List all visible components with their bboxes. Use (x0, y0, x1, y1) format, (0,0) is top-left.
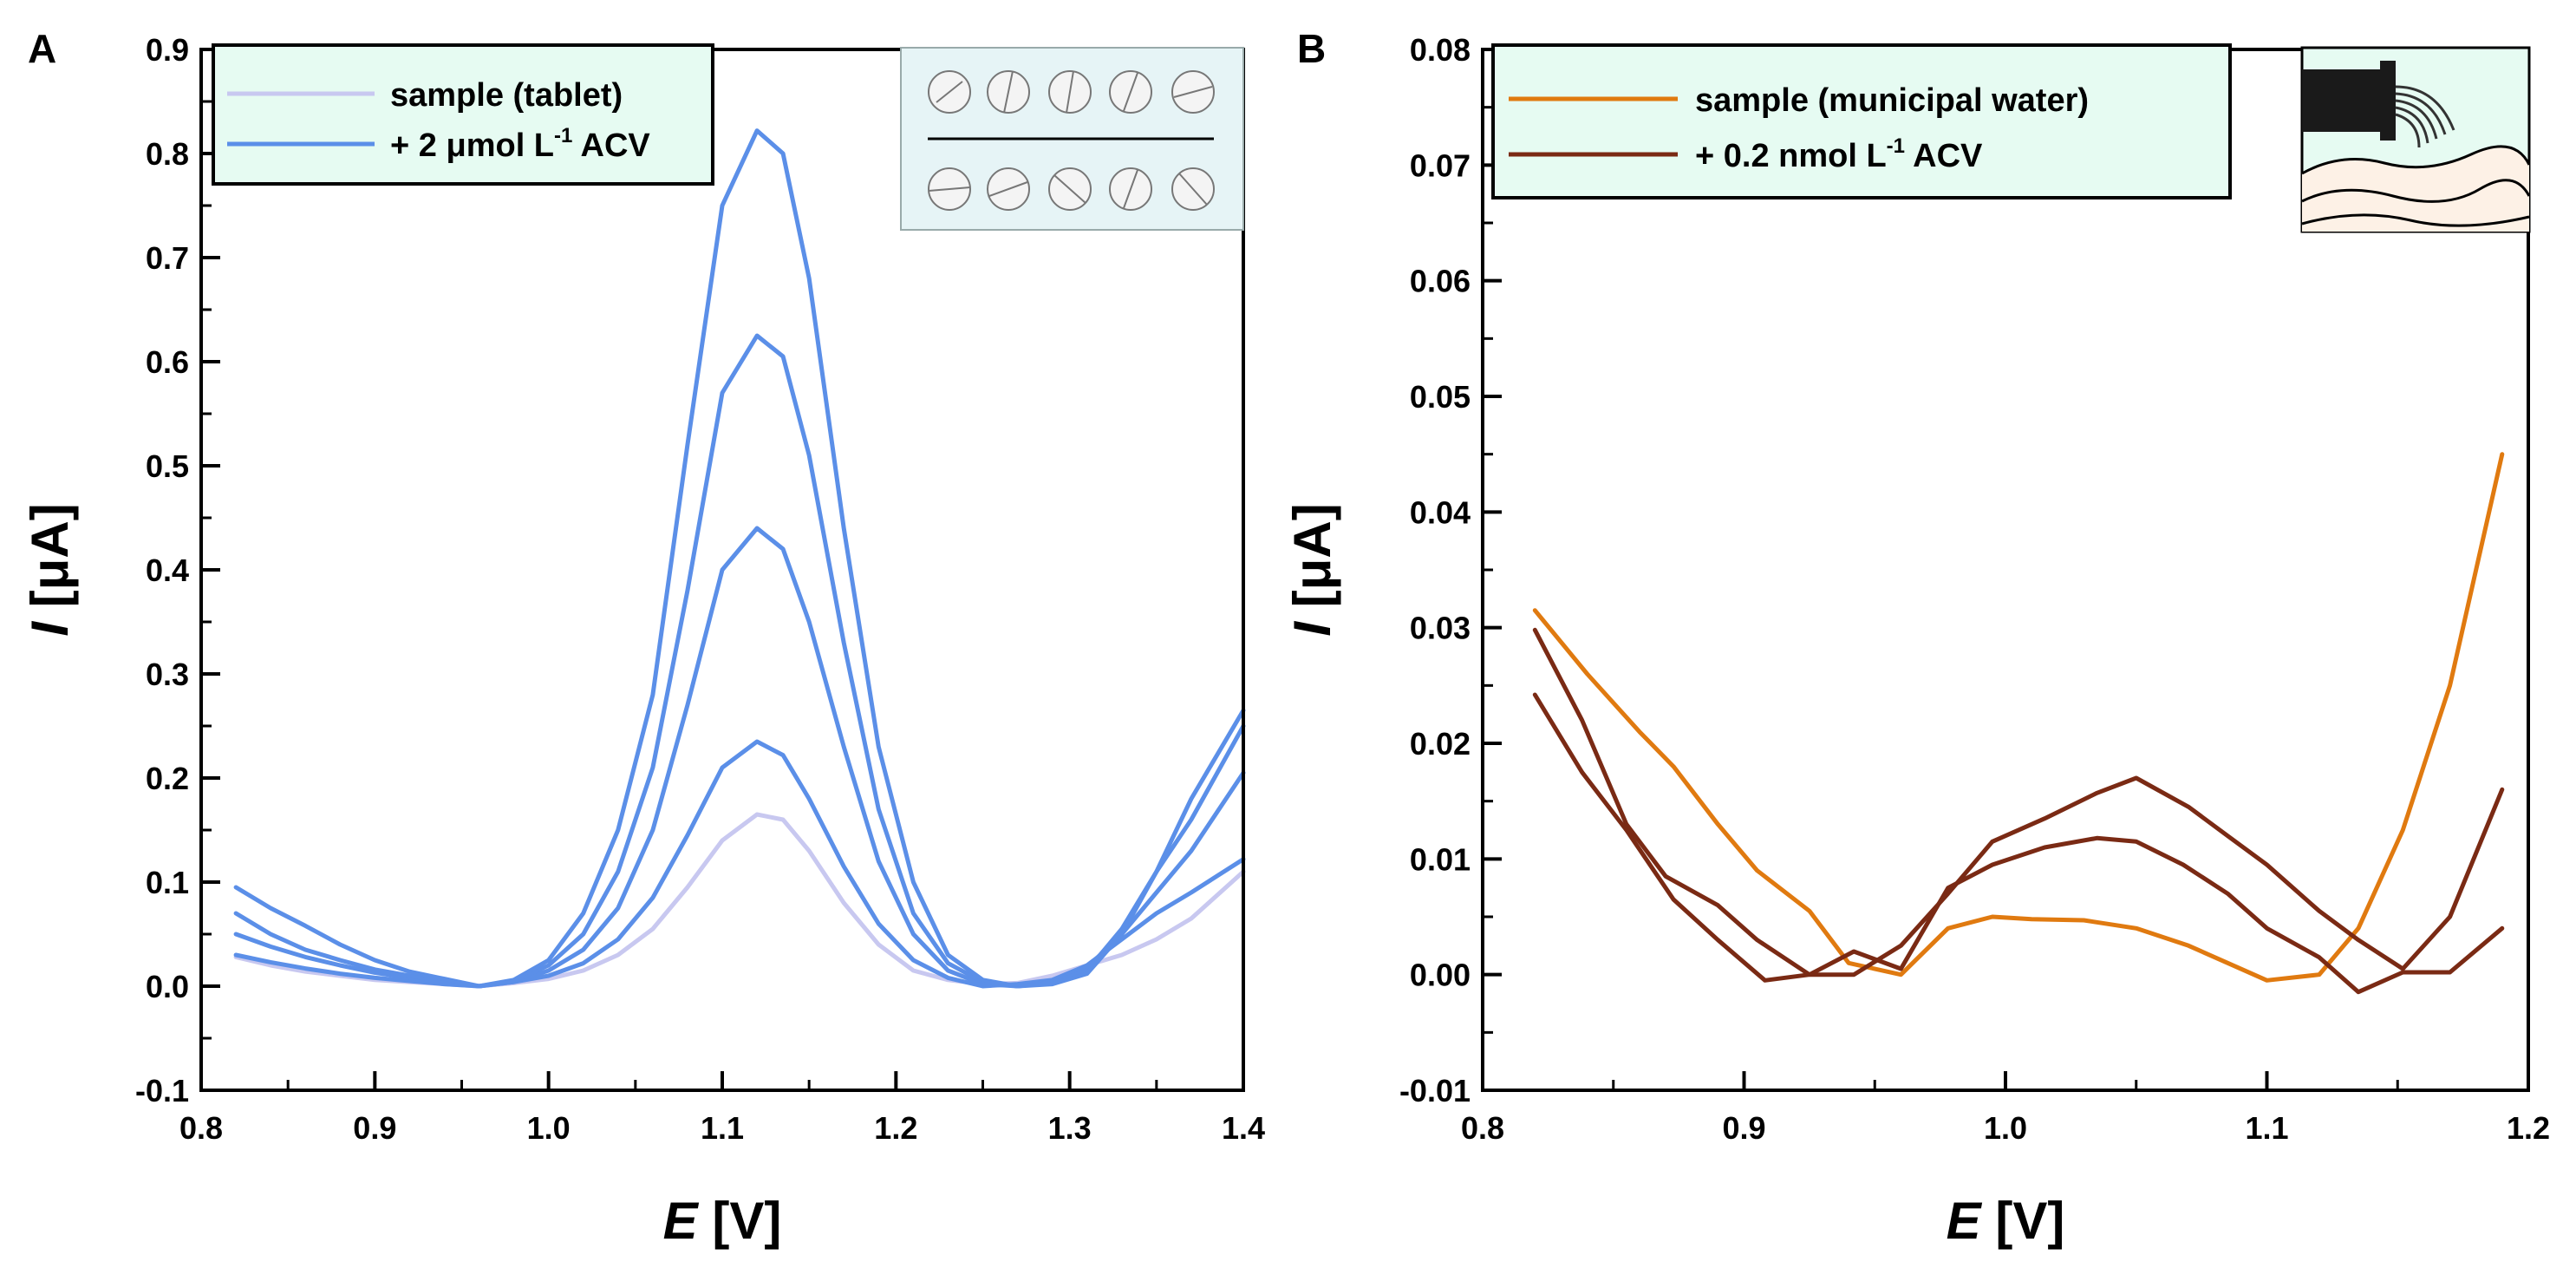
panel-b-x-axis-var: E (1947, 1192, 1983, 1250)
b-x-tick-label: 0.8 (1461, 1110, 1504, 1146)
panel-a-y-axis-title: I [μA] (21, 503, 79, 636)
a-x-tick-label: 1.0 (527, 1110, 571, 1146)
panel-a-y-axis-unit: [μA] (21, 503, 79, 607)
panel-a-y-axis-var: I (21, 621, 79, 637)
a-y-tick-label: 0.3 (146, 657, 189, 692)
panel-a-legend-box (212, 43, 714, 186)
b-y-tick-label: 0.03 (1410, 611, 1471, 646)
a-series-line-4 (233, 128, 1246, 989)
a-y-tick-label: 0.4 (146, 552, 189, 588)
tablets-icon (900, 47, 1244, 231)
a-x-tick-label: 1.4 (1222, 1110, 1265, 1146)
a-x-tick-label: 1.2 (874, 1110, 917, 1146)
panel-b-x-axis-title: E [V] (1947, 1192, 2065, 1250)
a-y-tick-label: 0.8 (146, 136, 189, 172)
b-x-tick-label: 0.9 (1722, 1110, 1765, 1146)
b-y-tick-label: 0.05 (1410, 379, 1471, 415)
a-x-tick-label: 0.9 (353, 1110, 396, 1146)
a-y-tick-label: -0.1 (135, 1073, 189, 1108)
panel-a-series (233, 128, 1246, 989)
a-y-tick-label: 0.6 (146, 344, 189, 380)
panel-b-legend-label-sample: sample (municipal water) (1695, 82, 2089, 119)
a-x-tick-label: 1.1 (701, 1110, 744, 1146)
panel-a-legend-acv-prefix: + 2 μmol L (390, 128, 554, 164)
b-y-tick-label: 0.06 (1410, 264, 1471, 299)
b-y-tick-label: 0.01 (1410, 841, 1471, 877)
b-x-tick-label: 1.1 (2245, 1110, 2288, 1146)
panel-b-y-axis-title: I [μA] (1283, 503, 1341, 636)
b-y-tick-label: 0.07 (1410, 147, 1471, 183)
panel-b-x-tick-labels: 0.8 0.9 1.0 1.1 1.2 (1461, 1110, 2550, 1146)
b-x-tick-label: 1.2 (2507, 1110, 2550, 1146)
panel-b-letter: B (1297, 26, 1326, 71)
a-y-tick-label: 0.7 (146, 240, 189, 276)
b-x-tick-label: 1.0 (1984, 1110, 2027, 1146)
a-x-tick-label: 0.8 (179, 1110, 223, 1146)
panel-a-letter: A (28, 26, 56, 71)
panel-a-x-tick-labels: 0.8 0.9 1.0 1.1 1.2 1.3 1.4 (179, 1110, 1265, 1146)
b-series-line-2 (1532, 692, 2505, 995)
panel-a-legend: sample (tablet) + 2 μmol L-1 ACV (212, 43, 714, 186)
a-y-tick-label: 0.9 (146, 32, 189, 68)
b-series-line-1 (1532, 627, 2505, 978)
water-electrode-icon (2300, 46, 2531, 233)
b-y-tick-label: 0.00 (1410, 958, 1471, 993)
a-y-tick-label: 0.1 (146, 865, 189, 900)
panel-a-legend-acv-sup: -1 (554, 124, 572, 147)
panel-a-y-tick-labels: -0.1 0.0 0.1 0.2 0.3 0.4 0.5 0.6 0.7 0.8 0.9 (135, 32, 189, 1108)
a-series-line-1 (233, 739, 1246, 989)
panel-a-plot-frame (199, 48, 1245, 1092)
a-x-tick-label: 1.3 (1048, 1110, 1092, 1146)
panel-a: A 0.8 0.9 1.0 1.1 1.2 1.3 1.4 -0.1 0.0 0.1 0.2 0.3… (21, 26, 1265, 1250)
panel-a-x-axis-var: E (663, 1192, 700, 1250)
b-series-line-0 (1532, 452, 2505, 983)
panel-a-x-axis-unit: [V] (712, 1192, 781, 1250)
a-series-line-3 (233, 333, 1246, 989)
panel-b-legend-acv-prefix: + 0.2 nmol L (1695, 138, 1887, 174)
panel-b-legend-label-acv: + 0.2 nmol L-1 ACV (1695, 134, 1983, 174)
panel-a-x-axis-title: E [V] (663, 1192, 782, 1250)
panel-b-y-tick-labels: -0.01 0.00 0.01 0.02 0.03 0.04 0.05 0.06 0.07 0.0… (1399, 32, 1471, 1108)
panel-b-legend-box (1491, 43, 2232, 199)
a-y-tick-label: 0.0 (146, 969, 189, 1004)
panel-b: B 0.8 0.9 1.0 1.1 1.2 -0.01 0.00 0.01 0.02 0.03 0… (1283, 26, 2550, 1250)
b-y-tick-label: 0.02 (1410, 726, 1471, 762)
panel-a-legend-label-acv: + 2 μmol L-1 ACV (390, 124, 650, 164)
panel-a-legend-acv-suffix: ACV (572, 128, 650, 164)
panel-b-series (1532, 452, 2505, 995)
b-y-tick-label: -0.01 (1399, 1073, 1471, 1108)
panel-a-legend-label-sample: sample (tablet) (390, 77, 623, 114)
b-y-tick-label: 0.08 (1410, 32, 1471, 68)
a-y-tick-label: 0.5 (146, 448, 189, 484)
panel-b-legend-acv-sup: -1 (1887, 134, 1905, 158)
panel-b-x-axis-unit: [V] (1995, 1192, 2064, 1250)
panel-b-legend: sample (municipal water) + 0.2 nmol L-1 … (1491, 43, 2232, 199)
b-y-tick-label: 0.04 (1410, 494, 1471, 530)
panel-b-y-axis-var: I (1283, 621, 1341, 637)
panel-b-legend-acv-suffix: ACV (1905, 138, 1983, 174)
panel-b-y-axis-unit: [μA] (1283, 503, 1341, 607)
a-y-tick-label: 0.2 (146, 761, 189, 796)
